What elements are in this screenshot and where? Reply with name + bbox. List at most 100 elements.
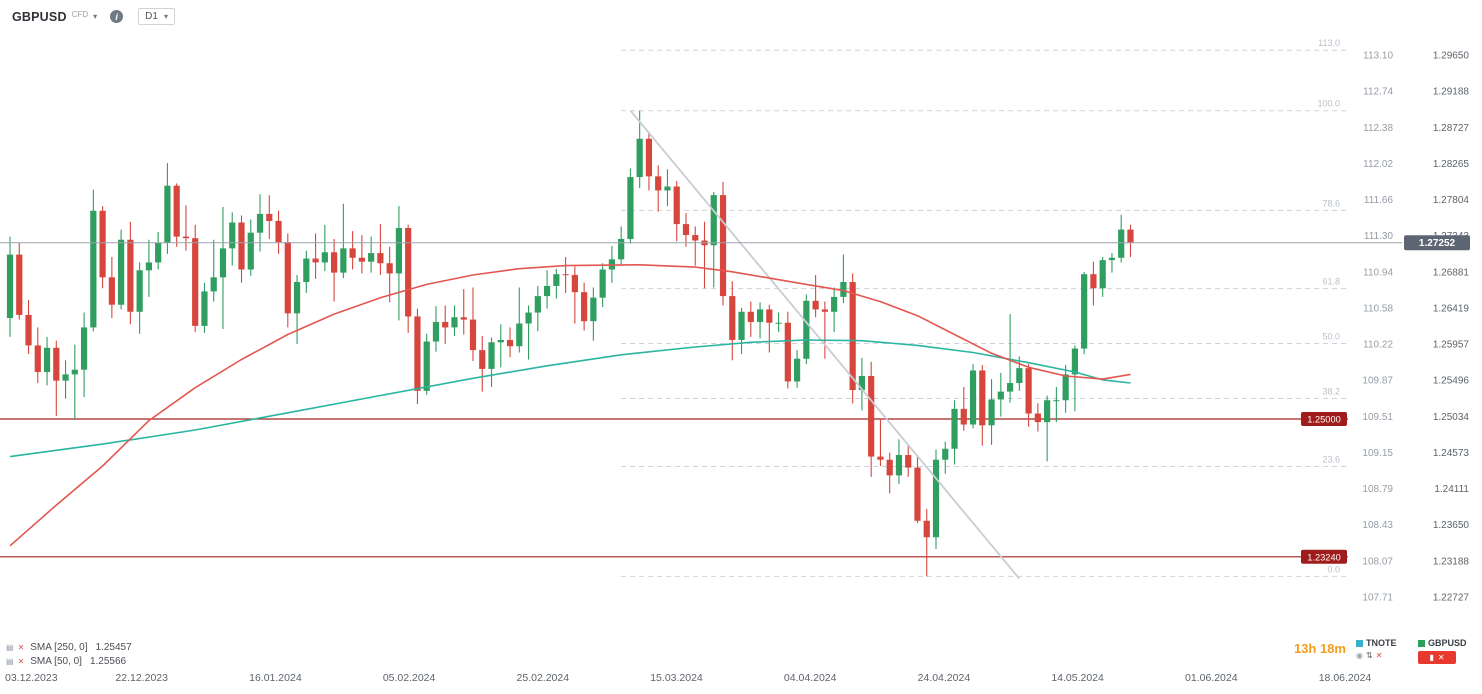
candle[interactable] bbox=[858, 357, 866, 411]
candle[interactable] bbox=[1127, 224, 1134, 257]
candle[interactable] bbox=[210, 239, 217, 302]
candle[interactable] bbox=[571, 266, 578, 324]
candle[interactable] bbox=[1053, 386, 1060, 423]
candle[interactable] bbox=[516, 287, 523, 353]
candle[interactable] bbox=[182, 205, 190, 251]
candle[interactable] bbox=[1099, 256, 1106, 297]
candle[interactable] bbox=[821, 301, 828, 359]
candle[interactable] bbox=[932, 449, 940, 549]
info-icon[interactable]: i bbox=[110, 10, 124, 23]
candle[interactable] bbox=[960, 386, 967, 431]
candle[interactable] bbox=[1062, 365, 1069, 413]
candle[interactable] bbox=[145, 239, 152, 297]
candle[interactable] bbox=[775, 312, 782, 333]
candle[interactable] bbox=[71, 344, 78, 420]
candle[interactable] bbox=[664, 169, 671, 207]
candle[interactable] bbox=[599, 263, 606, 308]
candle[interactable] bbox=[923, 509, 930, 577]
candle[interactable] bbox=[488, 337, 495, 387]
candle[interactable] bbox=[460, 289, 467, 335]
candle[interactable] bbox=[451, 305, 458, 337]
candle[interactable] bbox=[1081, 271, 1088, 355]
candle[interactable] bbox=[34, 327, 41, 384]
candle[interactable] bbox=[192, 224, 199, 333]
sma-250-line[interactable] bbox=[9, 339, 1131, 458]
candle[interactable] bbox=[729, 281, 736, 361]
indicator-settings-icon[interactable]: ▤ bbox=[6, 642, 14, 652]
date-axis[interactable]: 03.12.2023 22.12.2023 16.01.2024 05.02.2024… bbox=[5, 672, 1371, 684]
timeframe-select[interactable]: D1 ▾ bbox=[138, 8, 175, 25]
candle[interactable] bbox=[303, 250, 310, 293]
candle[interactable] bbox=[164, 163, 171, 254]
indicator-remove-icon[interactable]: ✕ bbox=[17, 656, 25, 666]
candle[interactable] bbox=[784, 311, 791, 389]
sma-50-line[interactable] bbox=[9, 264, 1131, 547]
candle[interactable] bbox=[312, 233, 319, 279]
candle[interactable] bbox=[543, 270, 551, 309]
candle[interactable] bbox=[738, 307, 745, 355]
candle[interactable] bbox=[321, 224, 328, 272]
candle[interactable] bbox=[43, 336, 51, 386]
candle[interactable] bbox=[988, 379, 995, 445]
candle[interactable] bbox=[275, 210, 282, 254]
candle[interactable] bbox=[118, 229, 125, 310]
candle[interactable] bbox=[266, 195, 273, 239]
candle[interactable] bbox=[53, 340, 60, 416]
candle[interactable] bbox=[849, 273, 856, 404]
candle[interactable] bbox=[803, 294, 810, 365]
candle[interactable] bbox=[25, 300, 32, 355]
candle[interactable] bbox=[886, 452, 893, 494]
candle[interactable] bbox=[108, 256, 115, 319]
candle[interactable] bbox=[377, 224, 384, 275]
candle[interactable] bbox=[636, 110, 643, 189]
close-icon[interactable]: ✕ bbox=[1375, 651, 1383, 660]
candle[interactable] bbox=[247, 219, 254, 276]
price-axis[interactable]: 113.10 1.29650 112.74 1.29188 112.38 1.28727 1… bbox=[1362, 51, 1469, 604]
candle[interactable] bbox=[701, 221, 708, 289]
candle[interactable] bbox=[331, 238, 338, 302]
candle[interactable] bbox=[682, 213, 690, 247]
candle[interactable] bbox=[1034, 403, 1041, 432]
candle[interactable] bbox=[756, 302, 764, 339]
candle[interactable] bbox=[405, 224, 412, 333]
candle[interactable] bbox=[673, 181, 680, 242]
candle[interactable] bbox=[997, 372, 1004, 417]
candle[interactable] bbox=[16, 242, 23, 320]
candle[interactable] bbox=[951, 400, 958, 465]
candle[interactable] bbox=[442, 305, 449, 344]
candle[interactable] bbox=[840, 254, 847, 304]
candle[interactable] bbox=[562, 256, 569, 293]
candle[interactable] bbox=[395, 206, 403, 321]
candle[interactable] bbox=[1025, 364, 1032, 427]
watchlist-chip-gbpusd[interactable]: GBPUSD ▮ ✕ bbox=[1418, 637, 1467, 664]
candle[interactable] bbox=[155, 231, 162, 270]
indicator-settings-icon[interactable]: ▤ bbox=[6, 656, 14, 666]
active-instrument-badge[interactable]: ▮ ✕ bbox=[1418, 651, 1456, 664]
candle[interactable] bbox=[590, 287, 597, 341]
close-icon[interactable]: ✕ bbox=[1437, 653, 1445, 662]
candle[interactable] bbox=[645, 131, 653, 191]
candle[interactable] bbox=[201, 282, 208, 333]
candle[interactable] bbox=[340, 203, 347, 279]
candle[interactable] bbox=[877, 419, 884, 466]
candle[interactable] bbox=[618, 226, 625, 266]
candle[interactable] bbox=[627, 168, 634, 244]
visibility-icon[interactable]: ◉ bbox=[1356, 651, 1363, 660]
candle[interactable] bbox=[349, 231, 356, 270]
candle[interactable] bbox=[534, 285, 541, 332]
candle[interactable] bbox=[942, 441, 949, 474]
candle[interactable] bbox=[6, 236, 14, 337]
candle[interactable] bbox=[284, 233, 291, 328]
candle[interactable] bbox=[719, 181, 727, 306]
trendline[interactable] bbox=[629, 110, 1021, 580]
candle[interactable] bbox=[506, 327, 514, 358]
candle[interactable] bbox=[553, 268, 560, 299]
candle[interactable] bbox=[173, 183, 180, 247]
candle[interactable] bbox=[655, 165, 662, 212]
candle[interactable] bbox=[432, 306, 440, 352]
candle[interactable] bbox=[1006, 314, 1014, 403]
candle[interactable] bbox=[62, 360, 69, 399]
candle[interactable] bbox=[256, 194, 264, 252]
candle[interactable] bbox=[710, 191, 717, 288]
